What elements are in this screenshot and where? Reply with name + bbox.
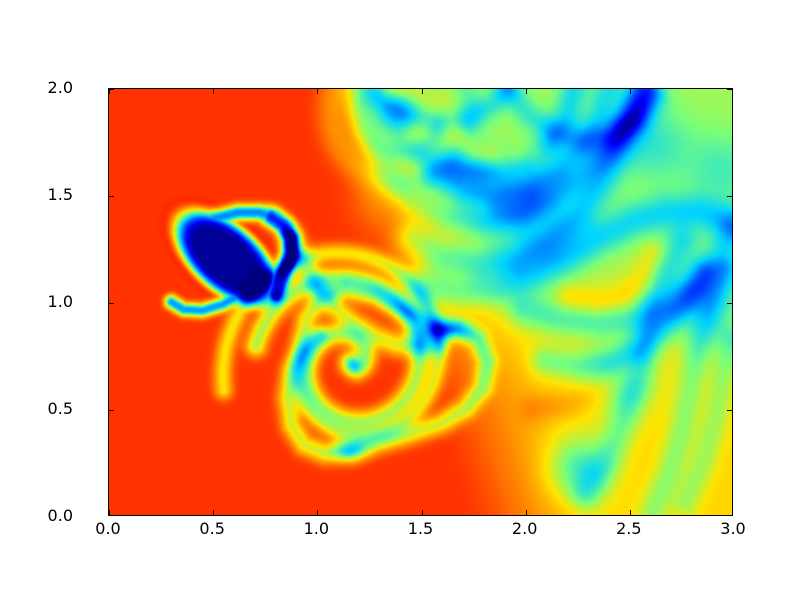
y-tick-left xyxy=(109,89,114,90)
x-tick-label: 2.5 xyxy=(616,519,642,538)
y-tick-label: 1.0 xyxy=(47,292,73,311)
x-tick-label: 0.5 xyxy=(199,519,225,538)
y-tick-label: 2.0 xyxy=(47,78,73,97)
x-tick-label: 0.0 xyxy=(95,519,121,538)
x-tick-bottom xyxy=(525,510,527,515)
x-tick-label: 1.0 xyxy=(303,519,330,538)
x-tick-label: 1.5 xyxy=(407,519,434,538)
x-tick-label: 2.0 xyxy=(511,519,538,538)
x-tick-bottom xyxy=(317,510,319,515)
y-tick-right xyxy=(727,196,732,197)
x-tick-top xyxy=(317,89,319,94)
y-tick-left xyxy=(109,410,114,411)
y-tick-label: 1.5 xyxy=(47,185,73,204)
x-tick-top xyxy=(213,89,215,94)
x-tick-top xyxy=(109,89,110,94)
y-tick-left xyxy=(109,196,114,197)
x-tick-label: 3.0 xyxy=(720,519,746,538)
x-tick-top xyxy=(421,89,423,94)
y-tick-right xyxy=(727,410,732,411)
heatmap-field xyxy=(109,89,732,515)
x-tick-bottom xyxy=(421,510,423,515)
x-tick-top xyxy=(525,89,527,94)
y-tick-right xyxy=(727,89,732,90)
x-tick-bottom xyxy=(213,510,215,515)
y-tick-left xyxy=(109,303,114,304)
x-tick-top xyxy=(629,89,631,94)
x-tick-bottom xyxy=(109,510,110,515)
plot-axes[interactable] xyxy=(108,88,733,516)
y-tick-label: 0.5 xyxy=(47,399,73,418)
x-tick-bottom xyxy=(629,510,631,515)
y-tick-label: 0.0 xyxy=(47,506,73,525)
y-tick-right xyxy=(727,303,732,304)
